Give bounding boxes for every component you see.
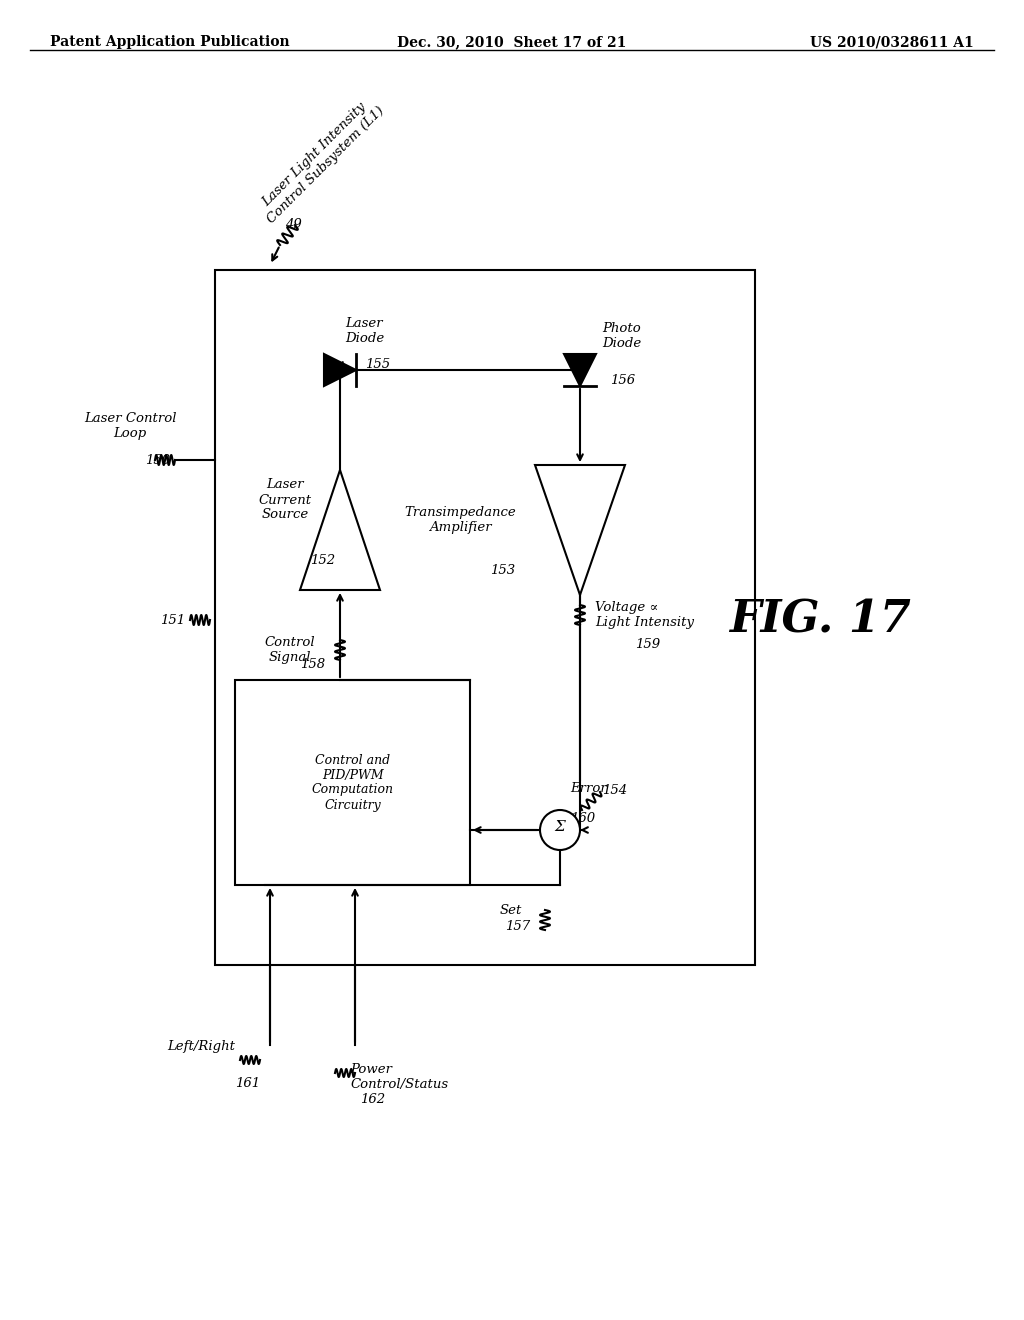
Text: Laser
Diode: Laser Diode [345, 317, 384, 345]
Text: 161: 161 [234, 1077, 260, 1090]
Text: Power
Control/Status: Power Control/Status [350, 1063, 449, 1092]
Text: Laser Control
Loop: Laser Control Loop [84, 412, 176, 440]
Text: Transimpedance
Amplifier: Transimpedance Amplifier [404, 506, 516, 535]
Text: 157: 157 [505, 920, 530, 933]
Text: Dec. 30, 2010  Sheet 17 of 21: Dec. 30, 2010 Sheet 17 of 21 [397, 36, 627, 49]
Bar [234, 680, 470, 884]
Text: 49: 49 [285, 219, 302, 231]
Text: 153: 153 [490, 564, 515, 577]
Text: 150: 150 [145, 454, 170, 466]
Text: Left/Right: Left/Right [167, 1040, 234, 1053]
Polygon shape [324, 354, 356, 385]
Text: 151: 151 [160, 614, 185, 627]
Text: 155: 155 [365, 359, 390, 371]
Text: Σ: Σ [555, 820, 565, 834]
Text: Control
Signal: Control Signal [264, 636, 315, 664]
Text: 152: 152 [310, 553, 335, 566]
Text: FIG. 17: FIG. 17 [729, 598, 911, 642]
Text: US 2010/0328611 A1: US 2010/0328611 A1 [810, 36, 974, 49]
Text: 156: 156 [610, 374, 635, 387]
Text: Set: Set [500, 903, 522, 916]
Text: Laser Light Intensity
Control Subsystem (L1): Laser Light Intensity Control Subsystem … [254, 94, 386, 226]
Text: 154: 154 [602, 784, 627, 796]
Polygon shape [564, 354, 596, 385]
Text: 162: 162 [360, 1093, 385, 1106]
Text: Laser
Current
Source: Laser Current Source [258, 479, 311, 521]
Text: 158: 158 [300, 659, 326, 672]
Bar [215, 271, 755, 965]
Text: Voltage ∝
Light Intensity: Voltage ∝ Light Intensity [595, 601, 694, 630]
Polygon shape [300, 470, 380, 590]
Circle shape [540, 810, 580, 850]
Text: Control and
PID/PWM
Computation
Circuitry: Control and PID/PWM Computation Circuitr… [311, 754, 393, 812]
Text: Photo
Diode: Photo Diode [602, 322, 641, 350]
Text: 159: 159 [635, 639, 660, 652]
Text: 160: 160 [570, 812, 595, 825]
Text: Patent Application Publication: Patent Application Publication [50, 36, 290, 49]
Polygon shape [535, 465, 625, 595]
Text: Error: Error [570, 781, 607, 795]
